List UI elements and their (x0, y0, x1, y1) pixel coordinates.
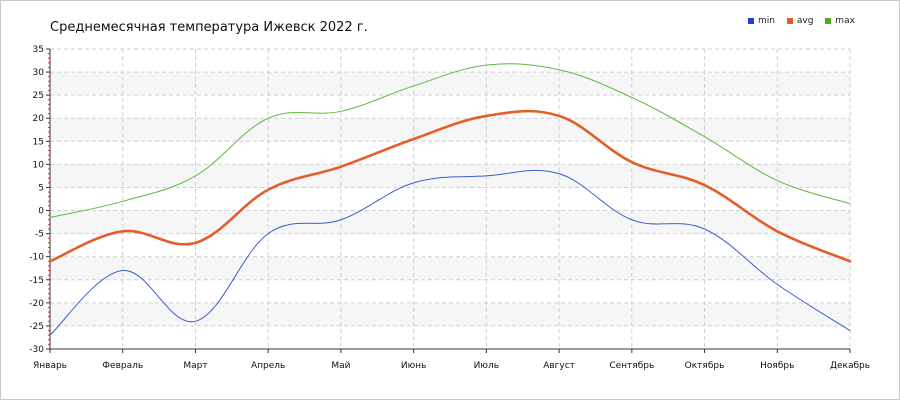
x-tick-label: Январь (33, 361, 67, 371)
legend: min avg max (748, 16, 864, 27)
grid-band (50, 256, 850, 280)
y-tick-label: 0 (38, 207, 44, 217)
legend-label-min: min (758, 16, 775, 26)
y-tick-label: -5 (35, 230, 44, 240)
y-tick-label: -15 (29, 276, 44, 286)
x-tick-label: Июнь (401, 361, 427, 371)
x-tick-label: Май (331, 361, 350, 371)
grid-band (50, 118, 850, 142)
x-tick-label: Октябрь (685, 361, 725, 371)
y-tick-label: 15 (33, 137, 44, 147)
series-lines (48, 63, 852, 336)
y-tick-label: -30 (29, 345, 44, 355)
x-tick-label: Сентябрь (609, 361, 654, 371)
x-tick-label: Март (183, 361, 207, 371)
legend-label-avg: avg (796, 16, 814, 26)
legend-item-max: max (825, 16, 855, 26)
y-tick-label: -20 (29, 299, 44, 309)
legend-swatch-min (748, 18, 754, 24)
grid-band (50, 164, 850, 188)
y-tick-label: 25 (33, 91, 44, 101)
x-tick-label: Июль (474, 361, 499, 371)
grid-band (50, 210, 850, 234)
series-line-avg (48, 109, 852, 263)
y-tick-label: 35 (33, 45, 44, 55)
series-line-min (49, 169, 851, 336)
legend-item-min: min (748, 16, 775, 26)
legend-swatch-max (825, 18, 832, 24)
y-tick-label: -25 (29, 322, 44, 332)
y-tick-labels: -30 -25 -20 -15 -10 -5 0 5 10 15 20 25 30 35 (29, 45, 44, 355)
grid-band (50, 72, 850, 96)
grid-band (50, 302, 850, 326)
x-tick-label: Ноябрь (760, 361, 794, 371)
grid-lines (49, 48, 851, 350)
y-tick-label: 20 (33, 114, 45, 124)
x-tick-label: Апрель (251, 361, 285, 371)
y-tick-label: 10 (33, 160, 45, 170)
y-tick-label: 30 (33, 68, 45, 78)
chart-title: Среднемесячная температура Ижевск 2022 г… (50, 20, 368, 35)
x-tick-labels: Январь Февраль Март Апрель Май Июнь Июль Август… (33, 361, 870, 371)
legend-swatch-avg (786, 18, 793, 24)
x-tick-label: Декабрь (830, 361, 870, 371)
x-tick-label: Февраль (102, 361, 143, 371)
y-tick-label: 5 (38, 183, 44, 193)
legend-label-max: max (835, 16, 855, 26)
legend-item-avg: avg (786, 16, 814, 26)
x-tick-label: Август (543, 361, 575, 371)
axes (46, 48, 851, 353)
y-tick-label: -10 (29, 253, 44, 263)
series-line-max (49, 63, 851, 218)
